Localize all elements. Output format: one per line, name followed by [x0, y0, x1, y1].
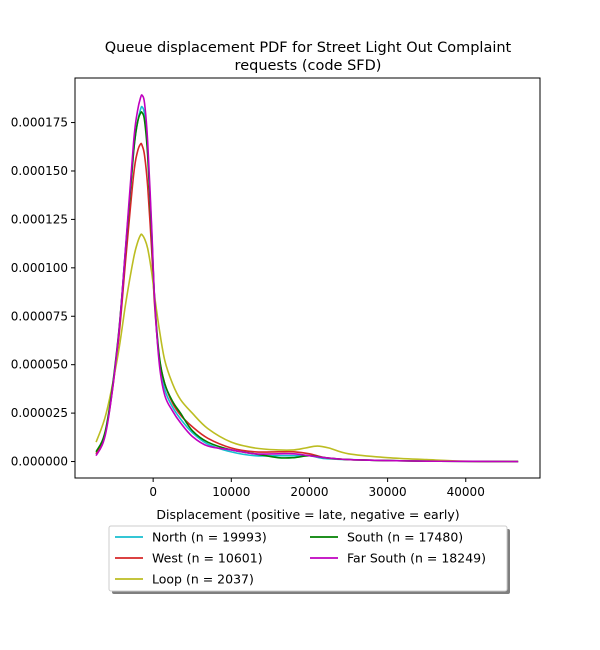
x-tick-label: 0: [149, 485, 157, 499]
y-tick-label: 0.000125: [11, 212, 68, 226]
plot-frame: [74, 77, 541, 479]
series-line-2: [95, 142, 519, 463]
series-line-5: [95, 94, 519, 463]
x-tick-label: 40000: [447, 485, 485, 499]
x-tick-label: 10000: [212, 485, 250, 499]
y-tick-label: 0.000175: [11, 116, 68, 130]
legend-entries: North (n = 19993) West (n = 10601) Loop (n…: [115, 530, 486, 587]
y-tick-label: 0.000025: [11, 406, 68, 420]
y-tick-label: 0.000100: [11, 261, 68, 275]
legend-label-1: North (n = 19993): [152, 530, 267, 545]
legend-label-3: Loop (n = 2037): [152, 572, 254, 587]
series-layer: [95, 94, 519, 463]
chart-title-line1: Queue displacement PDF for Street Light …: [105, 40, 512, 56]
legend-label-4: South (n = 17480): [347, 530, 463, 545]
y-tick-label: 0.000150: [11, 164, 68, 178]
series-line-4: [95, 110, 519, 463]
chart-title-line2: requests (code SFD): [235, 58, 382, 74]
x-axis-label: Displacement (positive = late, negative …: [156, 507, 459, 522]
legend: North (n = 19993) West (n = 10601) Loop (n…: [108, 525, 510, 594]
legend-box: [108, 525, 508, 592]
series-line-3: [95, 233, 519, 463]
x-tick-label: 20000: [290, 485, 328, 499]
y-tick-label: 0.000075: [11, 309, 68, 323]
y-ticks: 0.000000 0.000025 0.000050 0.000075 0.000100…: [11, 116, 75, 469]
y-tick-label: 0.000050: [11, 358, 68, 372]
legend-label-2: West (n = 10601): [152, 551, 263, 566]
legend-label-5: Far South (n = 18249): [347, 551, 486, 566]
y-tick-label: 0.000000: [11, 455, 68, 469]
x-tick-label: 30000: [369, 485, 407, 499]
x-ticks: 0 10000 20000 30000 40000: [149, 478, 485, 499]
series-line-1: [95, 105, 519, 463]
